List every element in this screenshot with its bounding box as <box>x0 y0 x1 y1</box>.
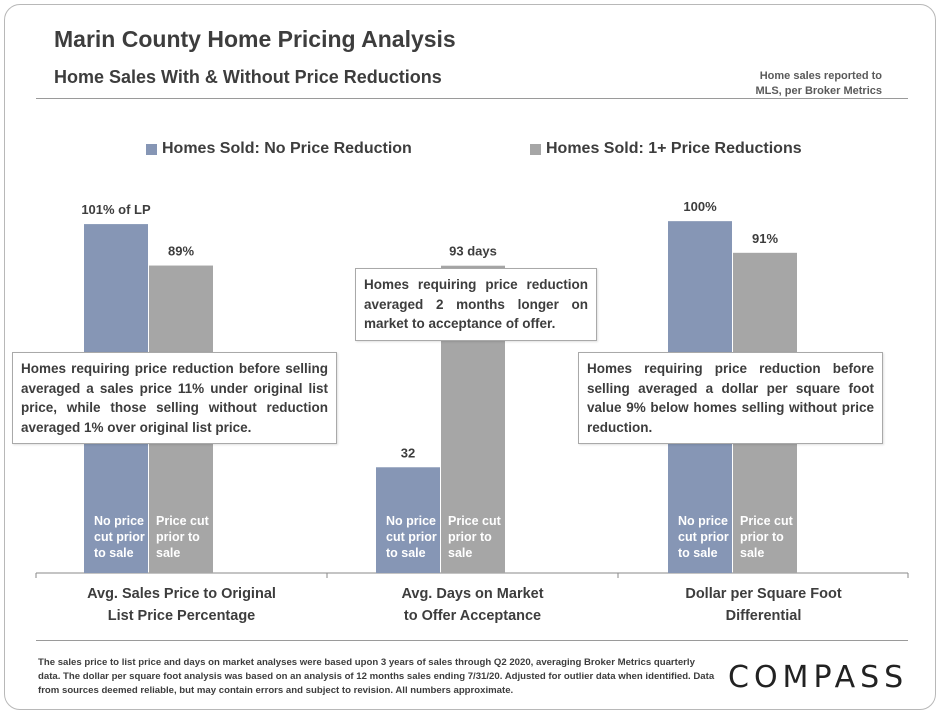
in-bar-label-line: prior to <box>156 530 200 544</box>
in-bar-label-line: to sale <box>94 546 134 560</box>
in-bar-label-line: to sale <box>386 546 426 560</box>
category-label-line-2: to Offer Acceptance <box>403 608 542 624</box>
top-divider <box>36 98 908 99</box>
legend-item-reduction: Homes Sold: 1+ Price Reductions <box>530 140 802 158</box>
in-bar-label-group-1-series-1: No price cut prior to sale <box>94 513 152 561</box>
page-title: Marin County Home Pricing Analysis <box>54 26 456 52</box>
in-bar-label-line: to sale <box>678 546 718 560</box>
in-bar-label-line: cut prior <box>386 530 437 544</box>
in-bar-label-line: prior to <box>740 530 784 544</box>
source-note-line-1: Home sales reported to <box>759 70 882 82</box>
in-bar-label-line: cut prior <box>678 530 729 544</box>
data-label-group-2-series-2: 93 days <box>449 244 497 259</box>
legend-swatch-reduction <box>530 143 541 155</box>
category-label-line-2: List Price Percentage <box>107 608 256 624</box>
in-bar-label-line: No price <box>386 514 437 528</box>
in-bar-label-line: sale <box>740 546 765 560</box>
bottom-divider <box>36 640 908 641</box>
in-bar-label-line: No price <box>94 514 145 528</box>
legend-item-no-reduction: Homes Sold: No Price Reduction <box>146 140 412 158</box>
in-bar-label-line: Price cut <box>156 514 209 528</box>
in-bar-label-line: Price cut <box>740 514 793 528</box>
annotation-callout-group-3: Homes requiring price reduction before s… <box>578 352 883 444</box>
legend-label-reduction: Homes Sold: 1+ Price Reductions <box>546 140 802 157</box>
category-label-line-1: Dollar per Square Foot <box>685 586 842 602</box>
category-label-group-2: Avg. Days on Market to Offer Acceptance <box>343 583 603 627</box>
annotation-callout-group-1: Homes requiring price reduction before s… <box>12 352 337 444</box>
bar-no-reduction-group-2 <box>376 467 440 573</box>
in-bar-label-line: sale <box>156 546 181 560</box>
data-label-group-3-series-1: 100% <box>683 199 717 214</box>
data-label-group-1-series-2: 89% <box>168 244 194 259</box>
in-bar-label-line: Price cut <box>448 514 501 528</box>
category-label-group-3: Dollar per Square Foot Differential <box>634 583 894 627</box>
footnote: The sales price to list price and days o… <box>38 657 715 696</box>
data-label-group-2-series-1: 32 <box>401 445 415 460</box>
source-note: Home sales reported to MLS, per Broker M… <box>682 69 882 99</box>
in-bar-label-group-3-series-1: No price cut prior to sale <box>678 513 736 561</box>
in-bar-label-group-1-series-2: Price cut prior to sale <box>156 513 214 561</box>
in-bar-label-group-2-series-2: Price cut prior to sale <box>448 513 506 561</box>
source-note-line-2: MLS, per Broker Metrics <box>755 85 882 97</box>
annotation-callout-group-2: Homes requiring price reduction averaged… <box>355 268 597 341</box>
category-label-line-1: Avg. Sales Price to Original <box>87 586 276 602</box>
legend-swatch-no-reduction <box>146 143 157 155</box>
compass-logo: COMPASS <box>728 660 909 695</box>
in-bar-label-group-3-series-2: Price cut prior to sale <box>740 513 798 561</box>
chart-subtitle: Home Sales With & Without Price Reductio… <box>54 67 442 87</box>
in-bar-label-line: cut prior <box>94 530 145 544</box>
in-bar-label-line: sale <box>448 546 473 560</box>
data-label-group-3-series-2: 91% <box>752 231 778 246</box>
data-label-group-1-series-1: 101% of LP <box>81 202 151 217</box>
in-bar-label-group-2-series-1: No price cut prior to sale <box>386 513 444 561</box>
in-bar-label-line: No price <box>678 514 729 528</box>
category-label-group-1: Avg. Sales Price to Original List Price P… <box>52 583 312 627</box>
in-bar-label-line: prior to <box>448 530 492 544</box>
category-label-line-2: Differential <box>725 608 802 624</box>
category-label-line-1: Avg. Days on Market <box>401 586 544 602</box>
legend-label-no-reduction: Homes Sold: No Price Reduction <box>162 140 412 157</box>
